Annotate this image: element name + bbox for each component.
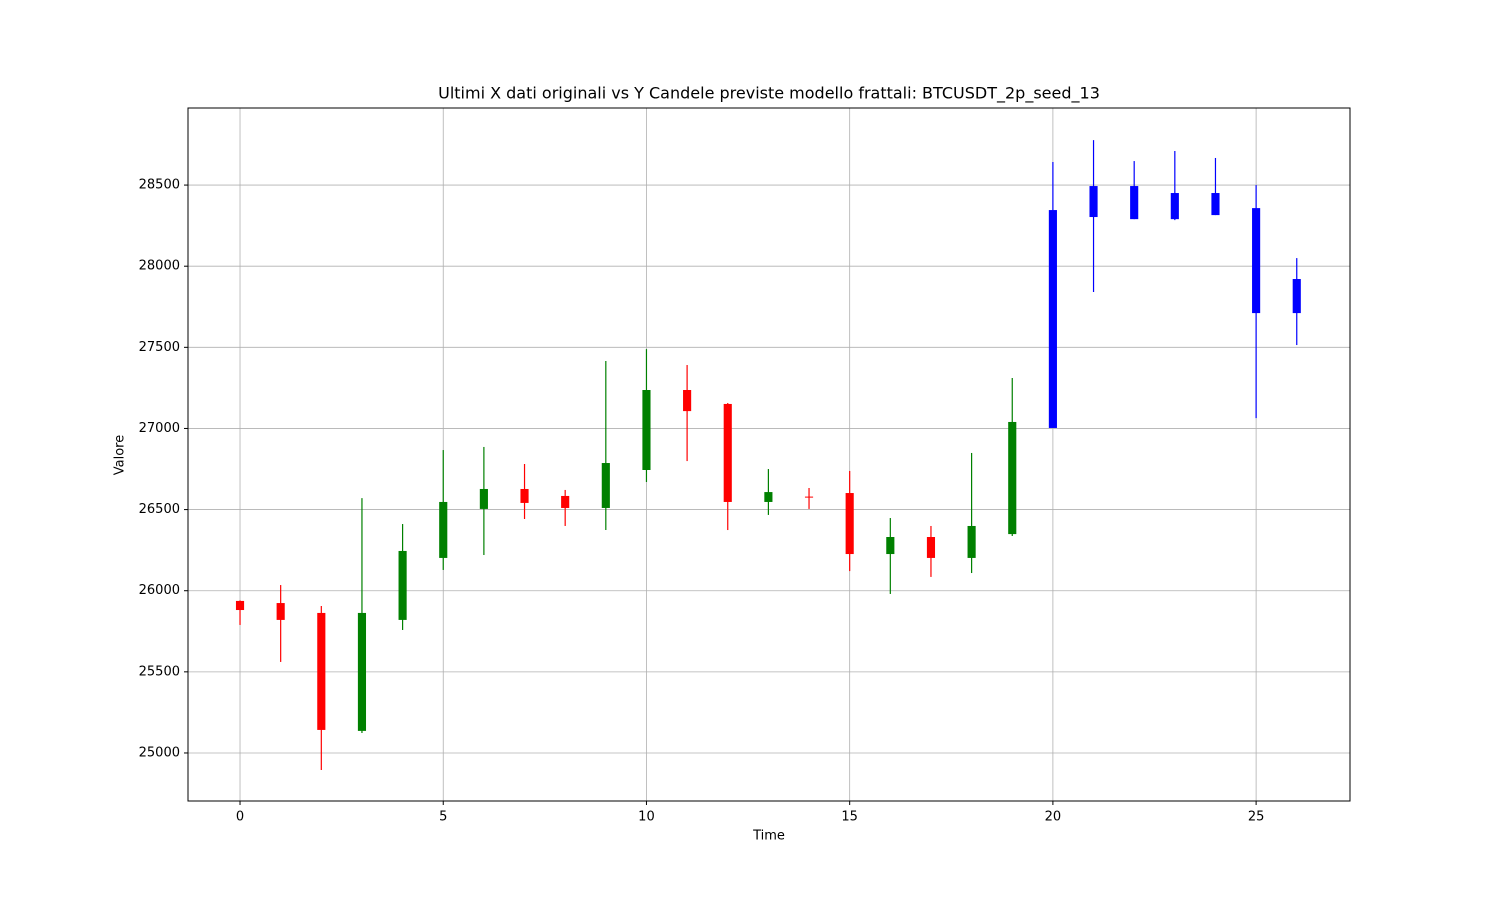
candle-body	[926, 537, 936, 558]
x-tick-label: 5	[439, 810, 447, 825]
candle-body	[804, 496, 814, 498]
plot-frame	[187, 107, 1351, 802]
y-tick-label: 27000	[139, 421, 180, 436]
x-tick-label: 10	[638, 810, 655, 825]
candle-body	[1211, 193, 1220, 216]
x-tick-label: 20	[1045, 810, 1062, 825]
candle-body	[1008, 421, 1017, 535]
candle-body	[1252, 208, 1261, 314]
candle-body	[317, 612, 326, 730]
candle-body	[1130, 186, 1139, 220]
candle-body	[886, 537, 895, 555]
candle-body	[1089, 186, 1098, 218]
candle-body	[479, 488, 488, 509]
y-tick-label: 25000	[139, 745, 180, 760]
candle-body	[967, 525, 976, 558]
y-tick-label: 26500	[139, 502, 180, 517]
candle-body	[1292, 279, 1301, 314]
candle-body	[764, 492, 773, 502]
candle-body	[561, 495, 570, 508]
candle-body	[601, 463, 610, 508]
candle-body	[845, 493, 854, 555]
candle-body	[1048, 210, 1057, 428]
candle-body	[683, 390, 692, 412]
x-axis-label: Time	[752, 829, 785, 844]
y-tick-label: 26000	[139, 583, 180, 598]
x-tick-label: 15	[841, 810, 858, 825]
x-tick-label: 0	[236, 810, 244, 825]
y-axis-label: Valore	[113, 435, 128, 475]
x-tick-label: 25	[1248, 810, 1265, 825]
candle-body	[723, 403, 732, 502]
candle-body	[642, 390, 651, 470]
y-tick-label: 27500	[139, 340, 180, 355]
y-tick-label: 28000	[139, 259, 180, 274]
candle-body	[1170, 193, 1179, 220]
candle-body	[235, 600, 245, 611]
candle-body	[520, 488, 529, 503]
candle-body	[439, 501, 448, 558]
candle-body	[357, 612, 367, 731]
chart-title: Ultimi X dati originali vs Y Candele pre…	[438, 84, 1100, 104]
candle-body	[276, 603, 285, 620]
y-tick-label: 28500	[139, 178, 180, 193]
candle-body	[398, 550, 407, 620]
y-tick-label: 25500	[139, 664, 180, 679]
